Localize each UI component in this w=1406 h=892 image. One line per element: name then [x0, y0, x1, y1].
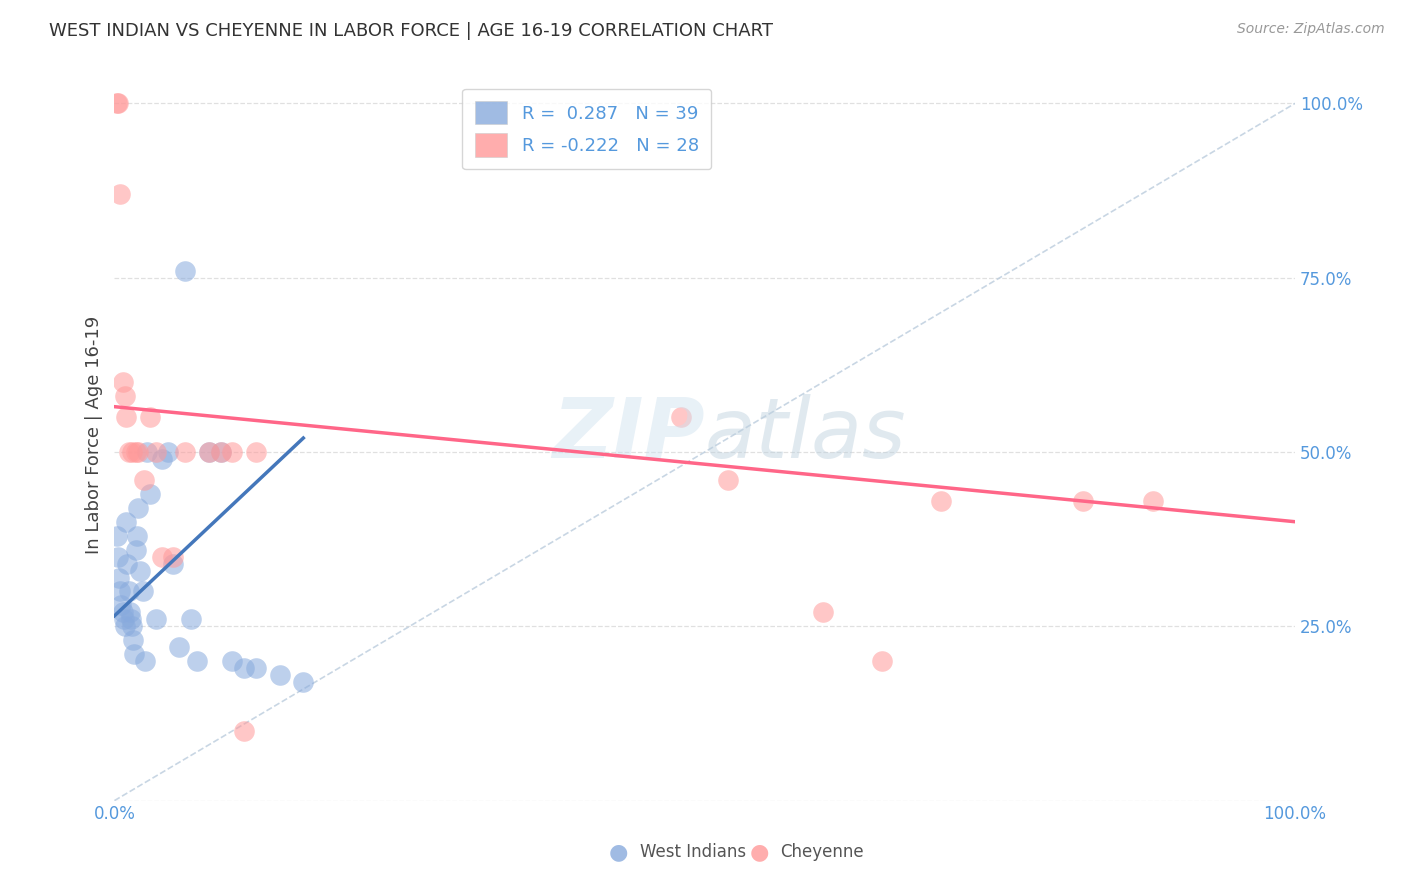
- Point: [233, 661, 256, 675]
- Point: [669, 410, 692, 425]
- Point: [110, 187, 132, 202]
- Point: [107, 549, 129, 564]
- Point: [110, 599, 132, 613]
- Point: [169, 640, 191, 655]
- Point: [139, 487, 162, 501]
- Point: [117, 445, 139, 459]
- Text: Cheyenne: Cheyenne: [780, 843, 863, 861]
- Point: [115, 515, 138, 529]
- Point: [114, 389, 136, 403]
- Point: [145, 445, 167, 459]
- Y-axis label: In Labor Force | Age 16-19: In Labor Force | Age 16-19: [86, 316, 103, 554]
- Point: [198, 445, 221, 459]
- Point: [1142, 493, 1164, 508]
- Point: [174, 445, 197, 459]
- Point: [209, 445, 232, 459]
- Point: [717, 473, 740, 487]
- Point: [117, 557, 139, 571]
- Text: atlas: atlas: [704, 394, 907, 475]
- Point: [245, 661, 267, 675]
- Point: [198, 445, 221, 459]
- Point: [221, 654, 243, 668]
- Legend: R =  0.287   N = 39, R = -0.222   N = 28: R = 0.287 N = 39, R = -0.222 N = 28: [463, 88, 711, 169]
- Point: [117, 584, 139, 599]
- Point: [111, 606, 134, 620]
- Point: [186, 654, 208, 668]
- Point: [108, 570, 131, 584]
- Point: [112, 612, 135, 626]
- Point: [129, 564, 152, 578]
- Point: [134, 654, 156, 668]
- Point: [107, 96, 129, 111]
- Point: [870, 654, 893, 668]
- Point: [114, 619, 136, 633]
- Point: [150, 549, 173, 564]
- Text: Source: ZipAtlas.com: Source: ZipAtlas.com: [1237, 22, 1385, 37]
- Point: [245, 445, 267, 459]
- Point: [209, 445, 232, 459]
- Point: [139, 410, 162, 425]
- Point: [162, 557, 184, 571]
- Point: [121, 445, 143, 459]
- Point: [127, 500, 149, 515]
- Point: [105, 96, 128, 111]
- Point: [122, 633, 145, 648]
- Point: [105, 529, 128, 543]
- Point: [136, 445, 159, 459]
- Point: [1071, 493, 1094, 508]
- Point: [127, 445, 149, 459]
- Point: [115, 410, 138, 425]
- Point: [180, 612, 202, 626]
- Text: WEST INDIAN VS CHEYENNE IN LABOR FORCE | AGE 16-19 CORRELATION CHART: WEST INDIAN VS CHEYENNE IN LABOR FORCE |…: [49, 22, 773, 40]
- Point: [233, 723, 256, 738]
- Point: [110, 584, 132, 599]
- Point: [145, 612, 167, 626]
- Text: West Indians: West Indians: [640, 843, 745, 861]
- Text: ZIP: ZIP: [553, 394, 704, 475]
- Point: [121, 619, 143, 633]
- Point: [124, 542, 146, 557]
- Point: [174, 263, 197, 277]
- Point: [118, 606, 141, 620]
- Point: [292, 675, 315, 690]
- Point: [124, 647, 146, 661]
- Point: [150, 452, 173, 467]
- Point: [132, 584, 155, 599]
- Text: ●: ●: [749, 842, 769, 862]
- Point: [120, 612, 142, 626]
- Point: [111, 376, 134, 390]
- Point: [811, 606, 834, 620]
- Point: [162, 549, 184, 564]
- Point: [132, 473, 155, 487]
- Point: [221, 445, 243, 459]
- Point: [929, 493, 952, 508]
- Text: ●: ●: [609, 842, 628, 862]
- Point: [125, 529, 148, 543]
- Point: [124, 445, 146, 459]
- Point: [156, 445, 179, 459]
- Point: [269, 668, 291, 682]
